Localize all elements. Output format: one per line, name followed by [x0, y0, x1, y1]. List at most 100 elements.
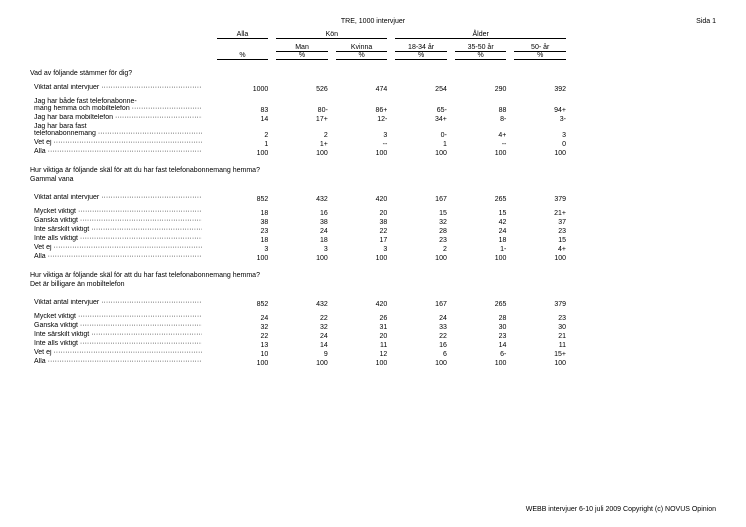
base-label: Viktat antal intervjuer ················… — [30, 194, 213, 203]
table-cell: 20 — [332, 208, 392, 217]
crosstab-q3: Viktat antal intervjuer ················… — [30, 294, 570, 367]
table-row-label: mang hemma och mobiltelefon ············… — [30, 105, 213, 114]
table-cell: 0 — [510, 139, 570, 148]
table-cell: 22 — [332, 226, 392, 235]
base-value: 1000 — [213, 84, 273, 93]
table-row-label: Mycket viktigt ·························… — [30, 313, 213, 322]
table-cell: 83 — [213, 105, 273, 114]
table-cell: 9 — [272, 349, 332, 358]
report-title: TRE, 1000 intervjuer — [30, 18, 716, 25]
table-cell: 100 — [272, 253, 332, 262]
table-cell: 10 — [213, 349, 273, 358]
table-cell: 24 — [391, 313, 451, 322]
table-cell: 32 — [391, 217, 451, 226]
table-cell: 14 — [213, 114, 273, 123]
table-cell: 94+ — [510, 105, 570, 114]
table-cell: 28 — [391, 226, 451, 235]
crosstab-q1: Viktat antal intervjuer ················… — [30, 79, 570, 157]
table-cell: 1- — [451, 244, 511, 253]
table-cell: 32 — [272, 322, 332, 331]
table-cell: 26 — [332, 313, 392, 322]
crosstab-q2: Viktat antal intervjuer ················… — [30, 189, 570, 262]
table-cell: 100 — [451, 358, 511, 367]
table-cell: 20 — [332, 331, 392, 340]
table-cell: 3- — [510, 114, 570, 123]
table-row-label: Jag har både fast telefonabonne- — [30, 98, 213, 105]
table-cell: 100 — [391, 253, 451, 262]
col-man: Man — [272, 44, 332, 51]
table-row-label: telefonabonnemang ······················… — [30, 130, 213, 139]
table-cell: 100 — [332, 253, 392, 262]
table-row-label: Jag har bara fast — [30, 123, 213, 130]
table-cell: 0- — [391, 130, 451, 139]
table-cell: 24 — [213, 313, 273, 322]
table-cell: 24 — [272, 226, 332, 235]
table-cell: 38 — [272, 217, 332, 226]
base-value: 526 — [272, 84, 332, 93]
table-cell: 1+ — [272, 139, 332, 148]
table-cell: 100 — [451, 253, 511, 262]
base-value: 379 — [510, 299, 570, 308]
table-cell: 15+ — [510, 349, 570, 358]
table-cell: 100 — [510, 148, 570, 157]
table-cell: 100 — [451, 148, 511, 157]
table-cell: 37 — [510, 217, 570, 226]
base-value: 432 — [272, 194, 332, 203]
table-cell: 18 — [451, 235, 511, 244]
pct-label: % — [510, 52, 570, 59]
table-row-label: Vet ej ·································… — [30, 349, 213, 358]
page-number: Sida 1 — [696, 18, 716, 25]
table-cell: 30 — [451, 322, 511, 331]
base-value: 420 — [332, 194, 392, 203]
table-row-label: Vet ej ·································… — [30, 244, 213, 253]
base-value: 852 — [213, 194, 273, 203]
table-cell: 31 — [332, 322, 392, 331]
table-cell: 11 — [332, 340, 392, 349]
table-cell: 24 — [272, 331, 332, 340]
table-cell: 4+ — [451, 130, 511, 139]
table-cell: 28 — [451, 313, 511, 322]
table-cell: 100 — [332, 358, 392, 367]
table-cell: 80- — [272, 105, 332, 114]
table-cell: 4+ — [510, 244, 570, 253]
question-2-sub: Gammal vana — [30, 176, 716, 183]
table-cell: 65- — [391, 105, 451, 114]
base-value: 167 — [391, 299, 451, 308]
table-row-label: Inte alls viktigt ······················… — [30, 340, 213, 349]
base-value: 852 — [213, 299, 273, 308]
table-cell: 23 — [510, 313, 570, 322]
table-row-label: Alla ···································… — [30, 358, 213, 367]
table-cell: 21+ — [510, 208, 570, 217]
table-cell: 100 — [213, 148, 273, 157]
base-value: 474 — [332, 84, 392, 93]
table-cell: 100 — [272, 148, 332, 157]
table-cell: 2 — [391, 244, 451, 253]
table-cell: 100 — [213, 358, 273, 367]
table-cell: 100 — [391, 358, 451, 367]
table-cell: 17 — [332, 235, 392, 244]
table-cell: -- — [332, 139, 392, 148]
base-value: 379 — [510, 194, 570, 203]
table-cell: 1 — [391, 139, 451, 148]
table-cell: 3 — [332, 244, 392, 253]
pct-label: % — [213, 52, 273, 59]
table-cell: 42 — [451, 217, 511, 226]
table-row-label: Jag har bara mobiltelefon ··············… — [30, 114, 213, 123]
table-cell: 6- — [451, 349, 511, 358]
table-cell: 23 — [213, 226, 273, 235]
table-cell: 3 — [272, 244, 332, 253]
base-value: 392 — [510, 84, 570, 93]
crosstab-header: Alla Kön Ålder Man Kvinna 18-34 år 35-50… — [30, 31, 570, 60]
table-row-label: Inte särskilt viktigt ··················… — [30, 226, 213, 235]
table-cell: 2 — [213, 130, 273, 139]
table-cell: 21 — [510, 331, 570, 340]
table-cell: 23 — [451, 331, 511, 340]
table-row-label: Ganska viktigt ·························… — [30, 217, 213, 226]
table-cell: 15 — [451, 208, 511, 217]
table-row-label: Mycket viktigt ·························… — [30, 208, 213, 217]
table-cell: 3 — [332, 130, 392, 139]
table-cell: 100 — [391, 148, 451, 157]
base-value: 265 — [451, 194, 511, 203]
table-cell: 14 — [451, 340, 511, 349]
table-cell: 100 — [510, 253, 570, 262]
